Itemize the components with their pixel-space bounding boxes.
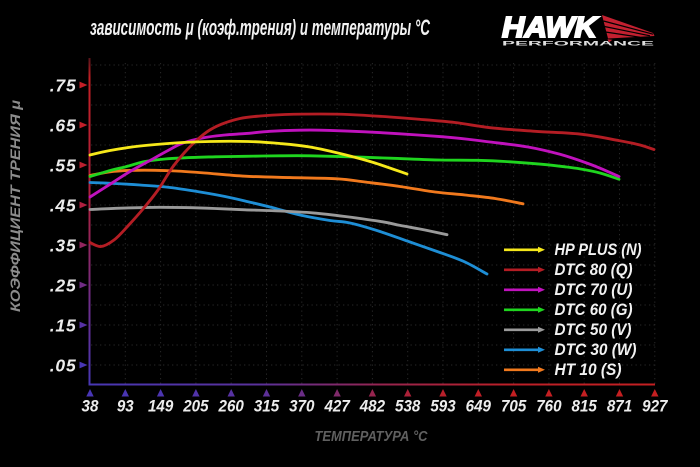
svg-text:ТЕМПЕРАТУРА °C: ТЕМПЕРАТУРА °C [315,429,428,445]
svg-text:КОЭФФИЦИЕНТ ТРЕНИЯ μ: КОЭФФИЦИЕНТ ТРЕНИЯ μ [7,99,23,312]
svg-text:.35: .35 [50,235,77,255]
svg-text:149: 149 [148,398,173,416]
svg-text:.15: .15 [50,315,77,335]
svg-text:370: 370 [289,398,314,416]
svg-text:871: 871 [607,398,632,416]
svg-text:93: 93 [117,398,134,416]
svg-text:38: 38 [82,398,99,416]
svg-text:482: 482 [359,398,385,416]
svg-text:.05: .05 [50,355,77,375]
svg-text:DTC 50 (V): DTC 50 (V) [555,320,632,339]
svg-text:927: 927 [642,398,668,416]
svg-text:.65: .65 [50,115,77,135]
svg-text:649: 649 [466,398,491,416]
svg-text:PERFORMANCE: PERFORMANCE [502,41,656,48]
svg-text:260: 260 [218,398,244,416]
svg-text:.25: .25 [50,275,77,295]
svg-text:205: 205 [182,398,208,416]
svg-text:.45: .45 [50,195,77,215]
svg-text:427: 427 [323,398,350,416]
svg-text:760: 760 [536,398,561,416]
svg-text:538: 538 [395,398,420,416]
svg-text:DTC 80 (Q): DTC 80 (Q) [555,260,633,279]
svg-text:HAWK: HAWK [502,12,599,44]
svg-text:DTC 70 (U): DTC 70 (U) [555,280,633,299]
svg-text:HT 10 (S): HT 10 (S) [555,360,622,379]
svg-text:.55: .55 [50,155,77,175]
svg-text:705: 705 [501,398,526,416]
svg-text:зависимость μ (коэф.трения) и: зависимость μ (коэф.трения) и температур… [90,15,431,40]
svg-text:593: 593 [430,398,455,416]
svg-text:.75: .75 [50,75,77,95]
svg-text:315: 315 [254,398,279,416]
svg-text:DTC 60 (G): DTC 60 (G) [555,300,633,319]
svg-text:HP PLUS (N): HP PLUS (N) [555,240,642,259]
svg-text:815: 815 [572,398,597,416]
svg-text:DTC 30 (W): DTC 30 (W) [555,340,637,359]
